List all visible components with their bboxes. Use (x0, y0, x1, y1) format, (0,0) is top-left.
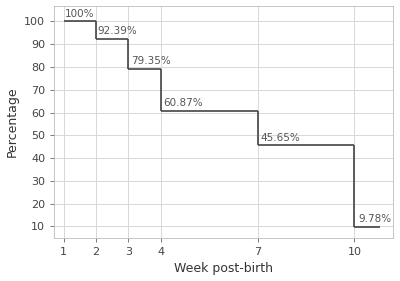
X-axis label: Week post-birth: Week post-birth (174, 262, 273, 275)
Text: 60.87%: 60.87% (163, 98, 203, 108)
Text: 45.65%: 45.65% (260, 133, 300, 142)
Text: 9.78%: 9.78% (358, 214, 392, 224)
Y-axis label: Percentage: Percentage (6, 86, 18, 157)
Text: 100%: 100% (65, 9, 95, 19)
Text: 79.35%: 79.35% (131, 56, 171, 66)
Text: 92.39%: 92.39% (98, 26, 137, 36)
